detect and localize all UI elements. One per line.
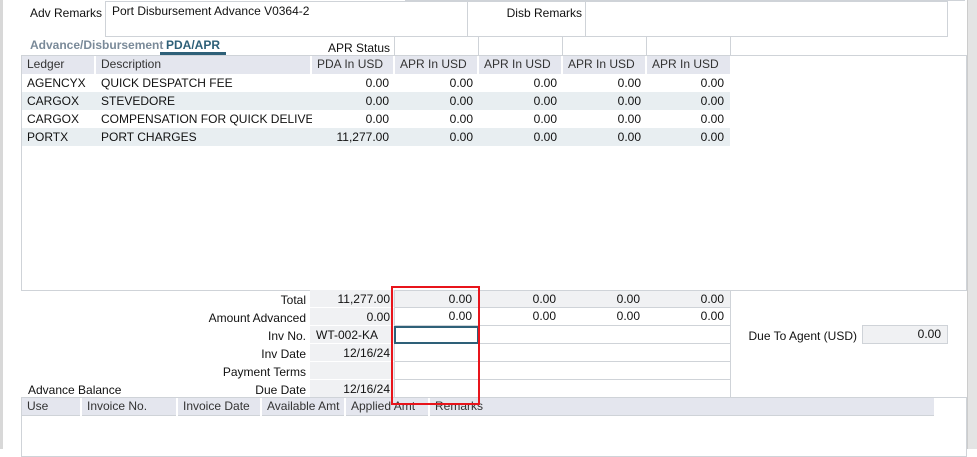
col-invoice-no[interactable]: Invoice No.	[82, 398, 178, 416]
table-row[interactable]: CARGOX STEVEDORE 0.00 0.00 0.00 0.00 0.00	[22, 92, 730, 110]
col-applied-amt[interactable]: Applied Amt	[346, 398, 430, 416]
apr-status-label: APR Status	[327, 41, 390, 55]
tab-advance-disbursement[interactable]: Advance/Disbursement	[30, 38, 164, 52]
advance-grid-header: Use Invoice No. Invoice Date Available A…	[22, 398, 934, 416]
summary-apr-value[interactable]: 0.00	[646, 308, 731, 326]
apr-cell: 0.00	[449, 76, 473, 90]
apr-cell: 0.00	[533, 76, 557, 90]
summary-pda-value: 11,277.00	[310, 290, 394, 308]
description-cell: STEVEDORE	[101, 94, 176, 108]
summary-apr-value[interactable]: 0.00	[478, 308, 563, 326]
summary-apr-input[interactable]	[478, 344, 563, 362]
apr-cell: 0.00	[617, 112, 641, 126]
description-cell: QUICK DESPATCH FEE	[101, 76, 233, 90]
table-row[interactable]: CARGOX COMPENSATION FOR QUICK DELIVERY 0.0…	[22, 110, 730, 128]
pda-cell: 11,277.00	[336, 130, 390, 144]
col-invoice-date[interactable]: Invoice Date	[178, 398, 262, 416]
table-row[interactable]: PORTX PORT CHARGES 11,277.00 0.00 0.00 0.00 0.…	[22, 128, 730, 146]
apr-cell: 0.00	[449, 130, 473, 144]
col-remarks[interactable]: Remarks	[435, 399, 484, 413]
summary-apr-input[interactable]	[646, 326, 731, 344]
summary-apr-input[interactable]	[646, 344, 731, 362]
disb-remarks-input[interactable]	[585, 1, 948, 37]
col-description[interactable]: Description	[96, 56, 312, 74]
right-scrollbar[interactable]	[967, 0, 977, 449]
summary-apr-input[interactable]	[562, 362, 647, 380]
summary-apr-value: 0.00	[646, 290, 731, 308]
apr-cell: 0.00	[617, 130, 641, 144]
top-border	[405, 0, 965, 1]
summary-apr-input[interactable]	[478, 326, 563, 344]
grid-header: Ledger Description PDA In USD APR In USD…	[22, 56, 730, 74]
apr-cell: 0.00	[533, 94, 557, 108]
disb-remarks-label: Disb Remarks	[506, 6, 582, 20]
description-cell: COMPENSATION FOR QUICK DELIVERY	[101, 112, 312, 126]
summary-pda-value: 12/16/24	[310, 380, 394, 398]
advance-balance-label: Advance Balance	[28, 383, 122, 397]
summary-apr-value[interactable]: 0.00	[562, 308, 647, 326]
col-apr-3[interactable]: APR In USD	[563, 56, 647, 74]
summary-pda-value	[310, 362, 394, 380]
summary-label: Total	[280, 293, 306, 307]
summary-pda-value: 0.00	[310, 308, 394, 326]
summary-apr-input[interactable]	[562, 344, 647, 362]
ledger-cell: PORTX	[27, 130, 69, 144]
ledger-cell: CARGOX	[27, 94, 80, 108]
pda-cell: 0.00	[365, 112, 389, 126]
summary-label: Amount Advanced	[208, 311, 306, 325]
summary-apr-value: 0.00	[562, 290, 647, 308]
apr-cell: 0.00	[700, 76, 724, 90]
col-ledger[interactable]: Ledger	[22, 56, 96, 74]
summary-apr-input[interactable]	[562, 326, 647, 344]
col-use[interactable]: Use	[22, 398, 82, 416]
summary-apr-input[interactable]	[646, 380, 731, 398]
remarks-spacer	[467, 1, 586, 37]
summary-apr-input[interactable]	[562, 380, 647, 398]
col-available-amt[interactable]: Available Amt	[262, 398, 346, 416]
left-edge	[0, 0, 3, 449]
apr-status-cell[interactable]	[562, 37, 647, 56]
due-to-agent-label: Due To Agent (USD)	[748, 329, 858, 343]
pda-cell: 0.00	[365, 76, 389, 90]
summary-label: Inv Date	[261, 347, 306, 361]
summary-apr-input[interactable]	[646, 362, 731, 380]
adv-remarks-input[interactable]: Port Disbursement Advance V0364-2	[105, 1, 468, 37]
tab-pda-apr[interactable]: PDA/APR	[160, 38, 226, 55]
col-apr-2[interactable]: APR In USD	[479, 56, 563, 74]
summary-label: Inv No.	[267, 329, 306, 343]
apr-highlight-box	[391, 286, 480, 405]
summary-apr-input[interactable]	[478, 380, 563, 398]
apr-status-cell[interactable]	[646, 37, 731, 56]
advance-balance-grid: Use Invoice No. Invoice Date Available A…	[21, 397, 967, 457]
summary-pda-value: 12/16/24	[310, 344, 394, 362]
summary-apr-value: 0.00	[478, 290, 563, 308]
summary-label: Due Date	[255, 383, 306, 397]
apr-cell: 0.00	[533, 112, 557, 126]
summary-pda-value: WT-002-KA	[310, 326, 394, 344]
pda-apr-grid: Ledger Description PDA In USD APR In USD…	[21, 55, 967, 291]
apr-cell: 0.00	[700, 112, 724, 126]
apr-cell: 0.00	[700, 130, 724, 144]
apr-cell: 0.00	[700, 94, 724, 108]
apr-cell: 0.00	[617, 76, 641, 90]
col-pda[interactable]: PDA In USD	[312, 56, 395, 74]
description-cell: PORT CHARGES	[101, 130, 197, 144]
pda-cell: 0.00	[365, 94, 389, 108]
due-to-agent-value: 0.00	[862, 325, 948, 344]
apr-status-cell[interactable]	[478, 37, 563, 56]
summary-apr-input[interactable]	[478, 362, 563, 380]
col-apr-4[interactable]: APR In USD	[652, 57, 719, 71]
apr-status-cell[interactable]	[394, 37, 479, 56]
ledger-cell: AGENCYX	[27, 76, 86, 90]
table-row[interactable]: AGENCYX QUICK DESPATCH FEE 0.00 0.00 0.00 0.0…	[22, 74, 730, 92]
apr-cell: 0.00	[617, 94, 641, 108]
apr-cell: 0.00	[449, 94, 473, 108]
ledger-cell: CARGOX	[27, 112, 80, 126]
apr-cell: 0.00	[449, 112, 473, 126]
col-apr-1[interactable]: APR In USD	[395, 56, 479, 74]
adv-remarks-label: Adv Remarks	[29, 6, 102, 20]
apr-cell: 0.00	[533, 130, 557, 144]
summary-label: Payment Terms	[222, 365, 306, 379]
